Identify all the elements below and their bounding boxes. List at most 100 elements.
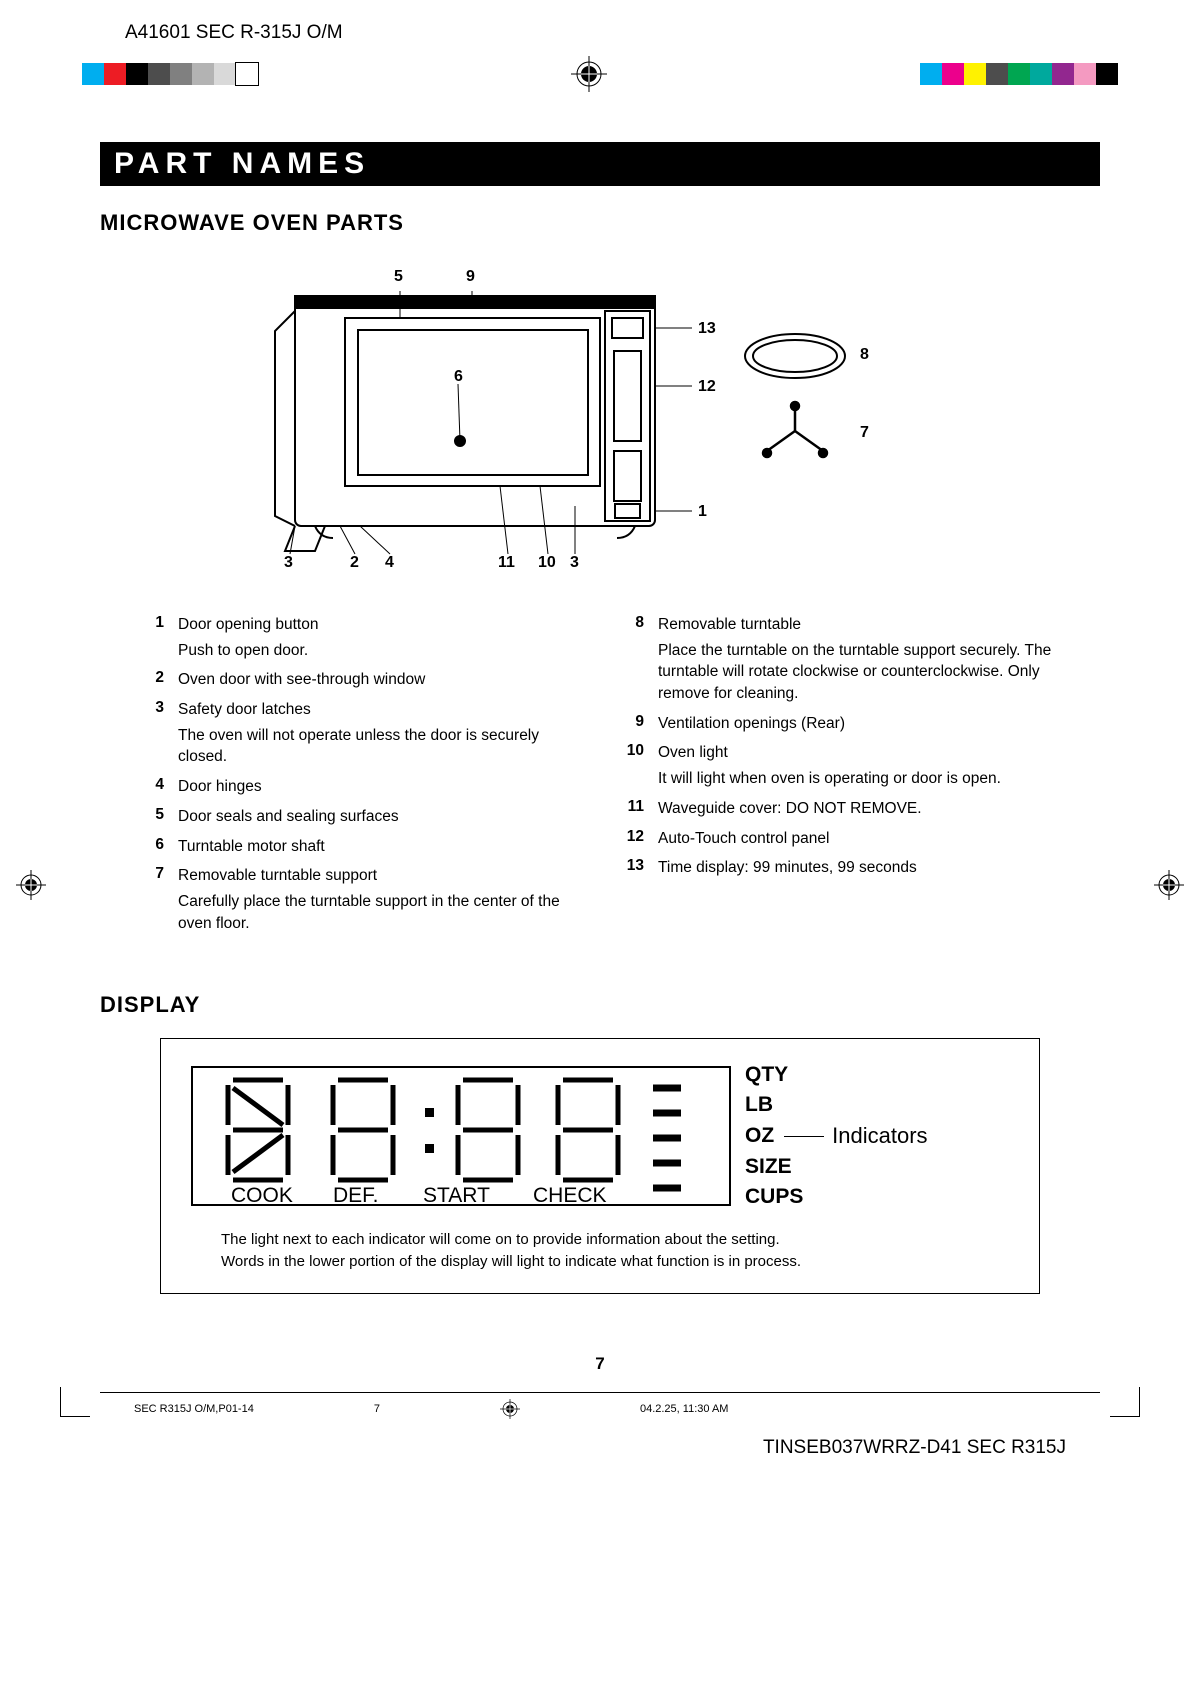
part-text: Auto-Touch control panel: [658, 828, 1060, 850]
part-text: Door hinges: [178, 776, 580, 798]
callout-b3a: 3: [284, 554, 293, 572]
part-desc: The oven will not operate unless the doo…: [178, 725, 580, 768]
crop-mark-bl: [60, 1387, 90, 1417]
page-number: 7: [130, 1354, 1070, 1374]
part-number: 12: [620, 828, 644, 850]
display-caption: The light next to each indicator will co…: [191, 1229, 1009, 1273]
part-text: Waveguide cover: DO NOT REMOVE.: [658, 798, 1060, 820]
callout-9: 9: [466, 268, 475, 286]
footer-regmark: [500, 1399, 520, 1419]
part-label: Turntable motor shaft: [178, 836, 580, 858]
part-label: Oven door with see-through window: [178, 669, 580, 691]
part-number: 6: [140, 836, 164, 858]
swatch: [964, 63, 986, 85]
ind-cups: CUPS: [745, 1185, 803, 1209]
part-number: 11: [620, 798, 644, 820]
part-number: 9: [620, 713, 644, 735]
part-label: Door hinges: [178, 776, 580, 798]
swatch: [1096, 63, 1118, 85]
part-text: Oven lightIt will light when oven is ope…: [658, 742, 1060, 789]
footer-row: SEC R315J O/M,P01-14 7 04.2.25, 11:30 AM: [130, 1399, 1070, 1419]
lcd-word-check: CHECK: [533, 1184, 607, 1207]
footer-mid: 7: [374, 1403, 380, 1415]
part-number: 13: [620, 857, 644, 879]
part-item: 9 Ventilation openings (Rear): [620, 713, 1060, 735]
swatch: [214, 63, 236, 85]
swatch: [104, 63, 126, 85]
part-text: Turntable motor shaft: [178, 836, 580, 858]
part-item: 1Door opening buttonPush to open door.: [140, 614, 580, 661]
part-item: 2 Oven door with see-through window: [140, 669, 580, 691]
lcd-word-def: DEF.: [333, 1184, 379, 1207]
doc-code-bottom: TINSEB037WRRZ-D41 SEC R315J: [130, 1437, 1070, 1459]
part-text: Removable turntable supportCarefully pla…: [178, 865, 580, 934]
swatch: [1008, 63, 1030, 85]
swatch: [126, 63, 148, 85]
lcd-screen: COOK DEF. START CHECK: [191, 1066, 731, 1206]
part-label: Time display: 99 minutes, 99 seconds: [658, 857, 1060, 879]
part-item: 13 Time display: 99 minutes, 99 seconds: [620, 857, 1060, 879]
part-label: Auto-Touch control panel: [658, 828, 1060, 850]
part-number: 10: [620, 742, 644, 789]
part-number: 3: [140, 699, 164, 768]
footer-right: 04.2.25, 11:30 AM: [640, 1403, 728, 1415]
part-item: 11 Waveguide cover: DO NOT REMOVE.: [620, 798, 1060, 820]
swatch: [1052, 63, 1074, 85]
display-panel: COOK DEF. START CHECK QTY LB OZ Indicato…: [160, 1038, 1040, 1294]
footer-rule: [100, 1392, 1100, 1393]
swatch: [170, 63, 192, 85]
part-text: Ventilation openings (Rear): [658, 713, 1060, 735]
part-label: Ventilation openings (Rear): [658, 713, 1060, 735]
callout-13: 13: [698, 320, 716, 338]
section2-heading: DISPLAY: [100, 992, 1100, 1018]
ind-lb: LB: [745, 1093, 773, 1117]
swatch: [920, 63, 942, 85]
part-desc: It will light when oven is operating or …: [658, 768, 1060, 790]
part-desc: Place the turntable on the turntable sup…: [658, 640, 1060, 705]
part-label: Safety door latches: [178, 699, 580, 721]
swatch: [82, 63, 104, 85]
part-text: Door seals and sealing surfaces: [178, 806, 580, 828]
part-number: 1: [140, 614, 164, 661]
part-item: 5 Door seals and sealing surfaces: [140, 806, 580, 828]
part-item: 10 Oven lightIt will light when oven is o…: [620, 742, 1060, 789]
side-regmark-left: [16, 870, 46, 900]
part-item: 6 Turntable motor shaft: [140, 836, 580, 858]
ind-qty: QTY: [745, 1063, 788, 1087]
callout-b3b: 3: [570, 554, 579, 572]
parts-columns: 1Door opening buttonPush to open door.2O…: [100, 614, 1100, 942]
part-number: 2: [140, 669, 164, 691]
callout-12: 12: [698, 378, 716, 396]
swatch: [1030, 63, 1052, 85]
part-label: Door opening button: [178, 614, 580, 636]
indicator-labels: QTY LB OZ Indicators SIZE CUPS: [745, 1063, 928, 1209]
section1-heading: MICROWAVE OVEN PARTS: [100, 210, 1100, 236]
callout-5: 5: [394, 268, 403, 286]
callout-7: 7: [860, 424, 869, 442]
part-text: Oven door with see-through window: [178, 669, 580, 691]
parts-col-right: 8Removable turntablePlace the turntable …: [620, 614, 1060, 942]
lcd-word-cook: COOK: [231, 1184, 293, 1207]
part-label: Door seals and sealing surfaces: [178, 806, 580, 828]
swatch: [1074, 63, 1096, 85]
part-text: Removable turntablePlace the turntable o…: [658, 614, 1060, 705]
indicators-label: Indicators: [832, 1123, 927, 1149]
footer-left: SEC R315J O/M,P01-14: [134, 1403, 254, 1415]
registration-bar: [70, 56, 1130, 92]
part-text: Safety door latches The oven will not ope…: [178, 699, 580, 768]
ind-size: SIZE: [745, 1155, 792, 1179]
swatch: [236, 63, 258, 85]
part-item: 4 Door hinges: [140, 776, 580, 798]
parts-col-left: 1Door opening buttonPush to open door.2O…: [140, 614, 580, 942]
microwave-diagram: 5 9 13 12 1 8 7 6 3 2 4 11 10 3: [240, 256, 960, 586]
part-label: Waveguide cover: DO NOT REMOVE.: [658, 798, 1060, 820]
part-item: 12 Auto-Touch control panel: [620, 828, 1060, 850]
part-number: 5: [140, 806, 164, 828]
ind-oz: OZ: [745, 1124, 774, 1148]
part-number: 4: [140, 776, 164, 798]
callout-b4: 4: [385, 554, 394, 572]
part-text: Time display: 99 minutes, 99 seconds: [658, 857, 1060, 879]
callout-8: 8: [860, 346, 869, 364]
doc-code-top: A41601 SEC R-315J O/M: [125, 22, 1130, 44]
side-regmark-right: [1154, 870, 1184, 900]
